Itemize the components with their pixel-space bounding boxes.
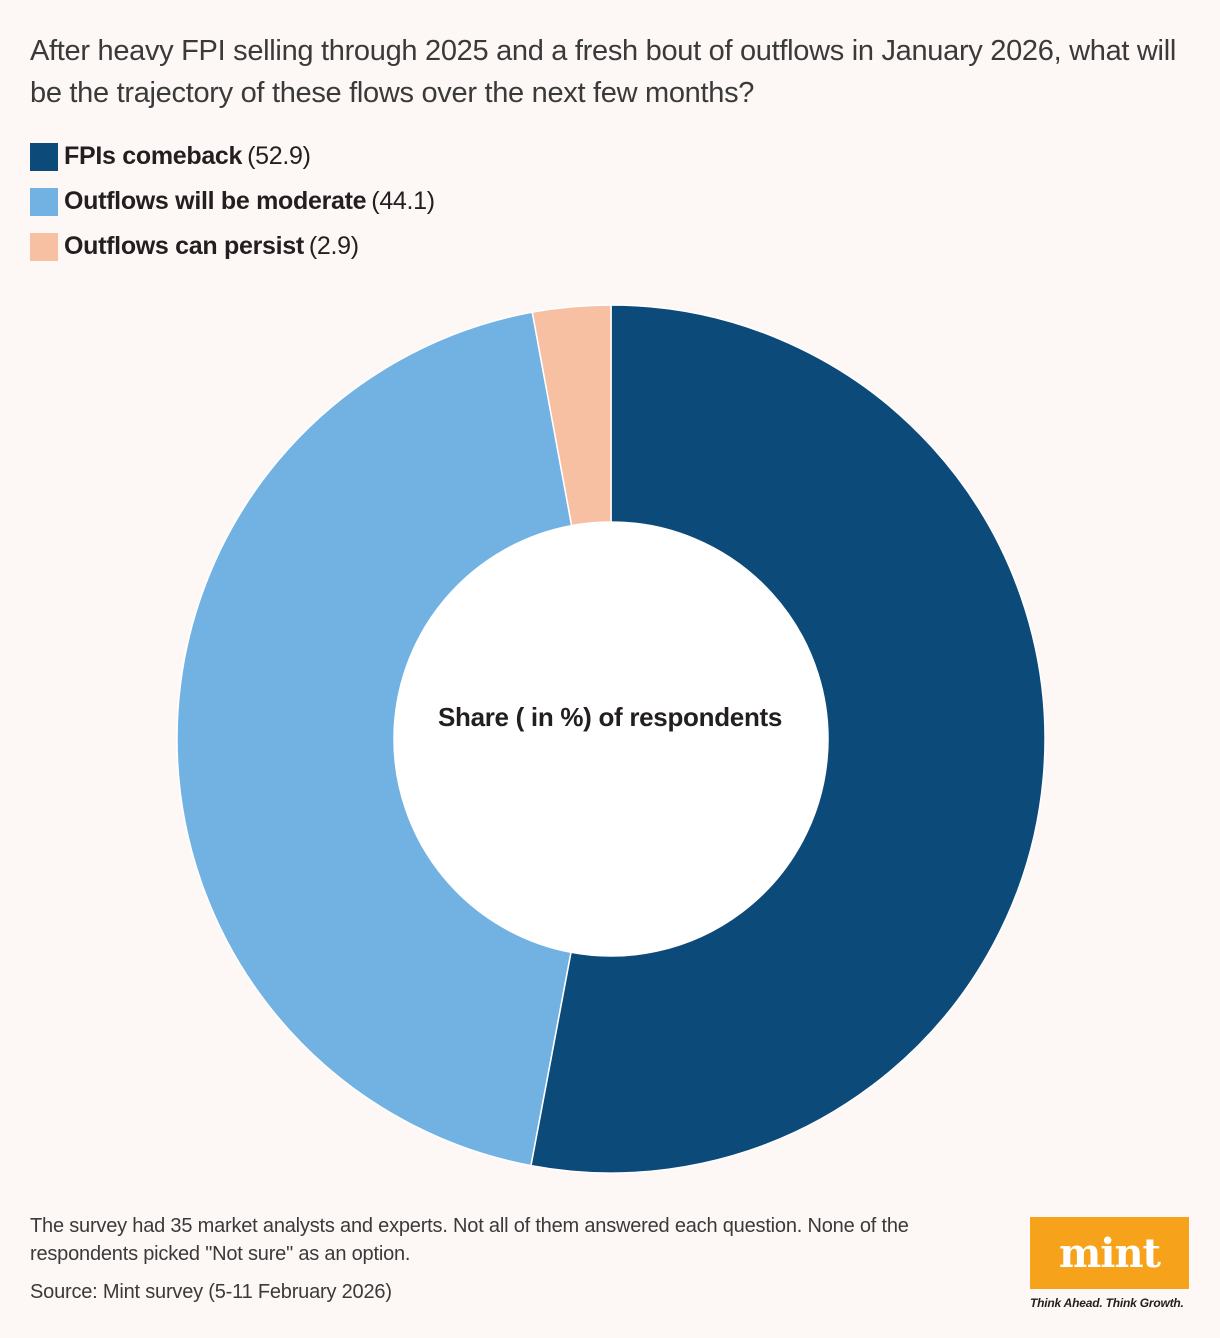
- legend-value: 2.9: [309, 232, 359, 261]
- legend: FPIs comeback 52.9 Outflows will be mode…: [30, 134, 435, 269]
- mint-logo: mint: [1030, 1217, 1189, 1289]
- brand-tagline: Think Ahead. Think Growth.: [1030, 1296, 1184, 1310]
- donut-center-label: Share ( in %) of respondents: [437, 702, 783, 732]
- legend-item-fpis-comeback: FPIs comeback 52.9: [30, 134, 435, 179]
- mint-logo-text: mint: [1058, 1229, 1161, 1277]
- legend-label: Outflows will be moderate: [64, 187, 367, 215]
- legend-value: 44.1: [371, 187, 435, 216]
- legend-label: Outflows can persist: [64, 232, 304, 260]
- chart-title: After heavy FPI selling through 2025 and…: [30, 35, 1176, 109]
- source-credit: Source: Mint survey (5-11 February 2026): [30, 1281, 392, 1303]
- survey-note: The survey had 35 market analysts and ex…: [30, 1215, 909, 1265]
- legend-item-outflows-persist: Outflows can persist 2.9: [30, 224, 435, 269]
- legend-value: 52.9: [247, 142, 311, 171]
- legend-item-outflows-moderate: Outflows will be moderate 44.1: [30, 179, 435, 224]
- legend-swatch-outflows-persist: [30, 232, 58, 261]
- legend-swatch-fpis-comeback: [30, 142, 58, 171]
- donut-hole: [394, 522, 828, 956]
- legend-label: FPIs comeback: [64, 142, 243, 170]
- legend-swatch-outflows-moderate: [30, 187, 58, 216]
